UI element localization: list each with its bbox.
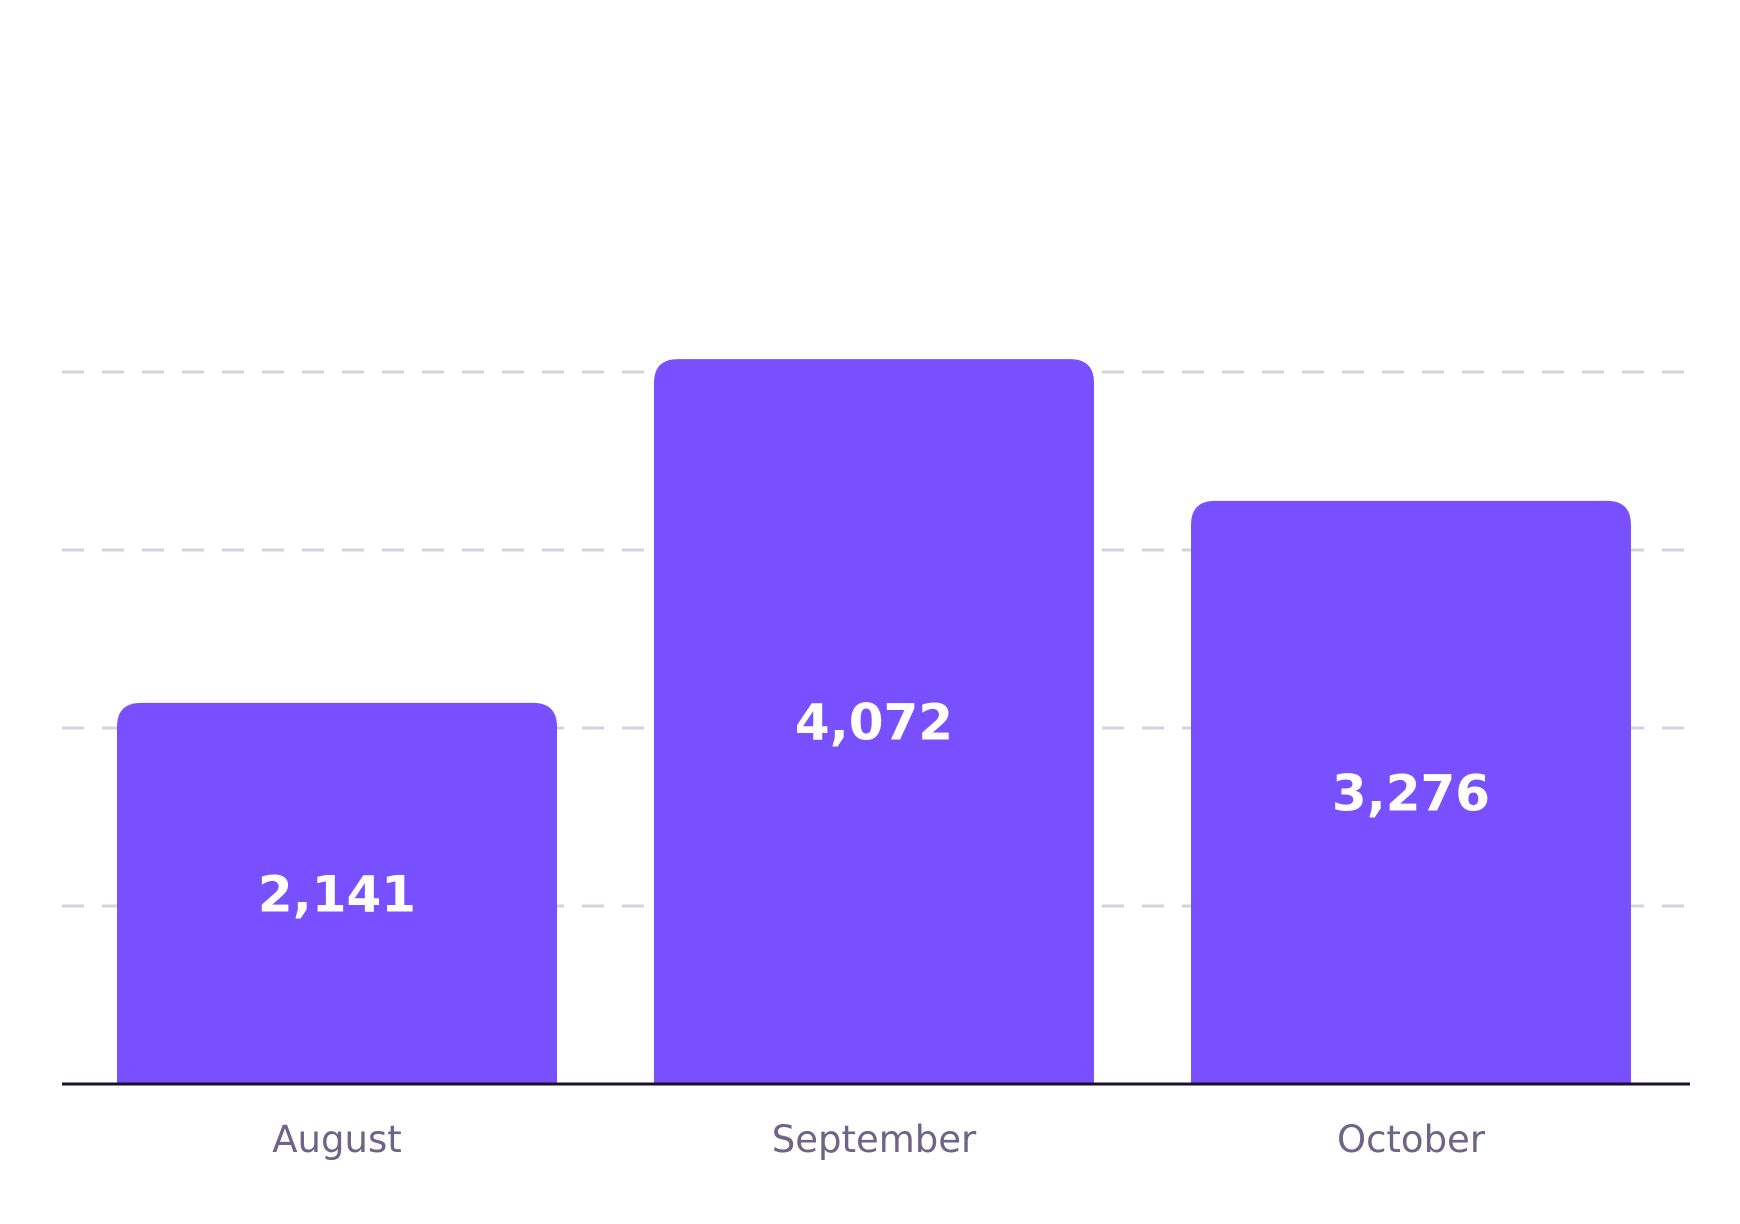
bar-value-labels: 2,141 4,072 3,276 — [258, 694, 1490, 924]
bar-october — [1191, 500, 1631, 1084]
bars — [117, 359, 1631, 1085]
x-tick-label: October — [1337, 1118, 1486, 1161]
bar-value-label: 4,072 — [795, 694, 953, 752]
bar-september — [654, 359, 1094, 1085]
x-tick-label: August — [272, 1118, 401, 1161]
x-axis-tick-labels: August September October — [272, 1118, 1486, 1161]
bar-value-label: 2,141 — [258, 865, 416, 923]
bar-august — [117, 702, 557, 1084]
x-tick-label: September — [772, 1118, 977, 1161]
bar-value-label: 3,276 — [1332, 764, 1490, 822]
